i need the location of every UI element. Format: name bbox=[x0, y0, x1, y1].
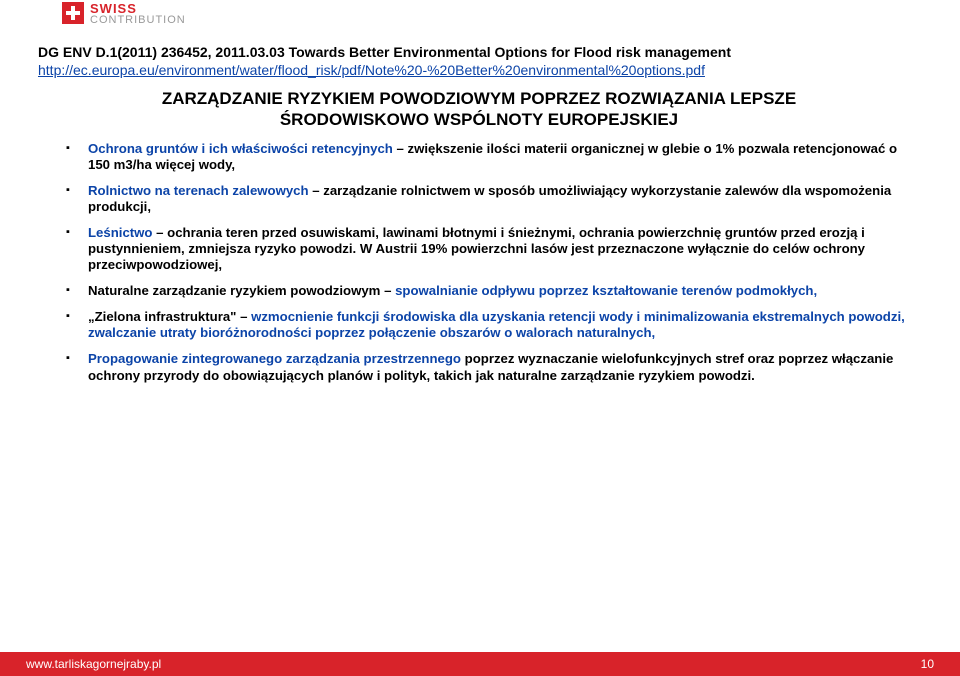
swiss-flag-icon bbox=[62, 2, 84, 24]
title-line2: ŚRODOWISKOWO WSPÓLNOTY EUROPEJSKIEJ bbox=[280, 110, 678, 129]
bullet-term: Rolnictwo na terenach zalewowych bbox=[88, 183, 309, 198]
bullet-pre: Naturalne zarządzanie ryzykiem powodziow… bbox=[88, 283, 395, 298]
bullet-term: spowalnianie odpływu poprzez kształtowan… bbox=[395, 283, 817, 298]
footer-url: www.tarliskagornejraby.pl bbox=[26, 657, 161, 671]
bullet-item: Propagowanie zintegrowanego zarządzania … bbox=[66, 351, 920, 383]
footer-page-number: 10 bbox=[921, 657, 934, 671]
title-line1: ZARZĄDZANIE RYZYKIEM POWODZIOWYM POPRZEZ… bbox=[162, 89, 796, 108]
bullet-text: – ochrania teren przed osuwiskami, lawin… bbox=[88, 225, 865, 272]
page-title: ZARZĄDZANIE RYZYKIEM POWODZIOWYM POPRZEZ… bbox=[38, 88, 920, 131]
bullet-term: Propagowanie zintegrowanego zarządzania … bbox=[88, 351, 461, 366]
bullet-item: Naturalne zarządzanie ryzykiem powodziow… bbox=[66, 283, 920, 299]
doc-link[interactable]: http://ec.europa.eu/environment/water/fl… bbox=[38, 62, 920, 78]
bullet-pre: „Zielona infrastruktura" – bbox=[88, 309, 251, 324]
bullet-item: Leśnictwo – ochrania teren przed osuwisk… bbox=[66, 225, 920, 273]
bullet-term: Ochrona gruntów i ich właściwości retenc… bbox=[88, 141, 393, 156]
logo-line2: CONTRIBUTION bbox=[90, 15, 186, 26]
logo-swiss: SWISS CONTRIBUTION bbox=[62, 2, 186, 26]
bullet-term: Leśnictwo bbox=[88, 225, 152, 240]
footer-bar: www.tarliskagornejraby.pl 10 bbox=[0, 652, 960, 676]
bullet-item: Ochrona gruntów i ich właściwości retenc… bbox=[66, 141, 920, 173]
logo-text: SWISS CONTRIBUTION bbox=[90, 2, 186, 26]
bullet-item: „Zielona infrastruktura" – wzmocnienie f… bbox=[66, 309, 920, 341]
bullet-item: Rolnictwo na terenach zalewowych – zarzą… bbox=[66, 183, 920, 215]
bullet-list: Ochrona gruntów i ich właściwości retenc… bbox=[66, 141, 920, 384]
doc-reference: DG ENV D.1(2011) 236452, 2011.03.03 Towa… bbox=[38, 44, 920, 60]
